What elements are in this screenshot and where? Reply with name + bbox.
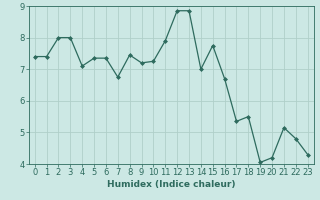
X-axis label: Humidex (Indice chaleur): Humidex (Indice chaleur) [107,180,236,189]
